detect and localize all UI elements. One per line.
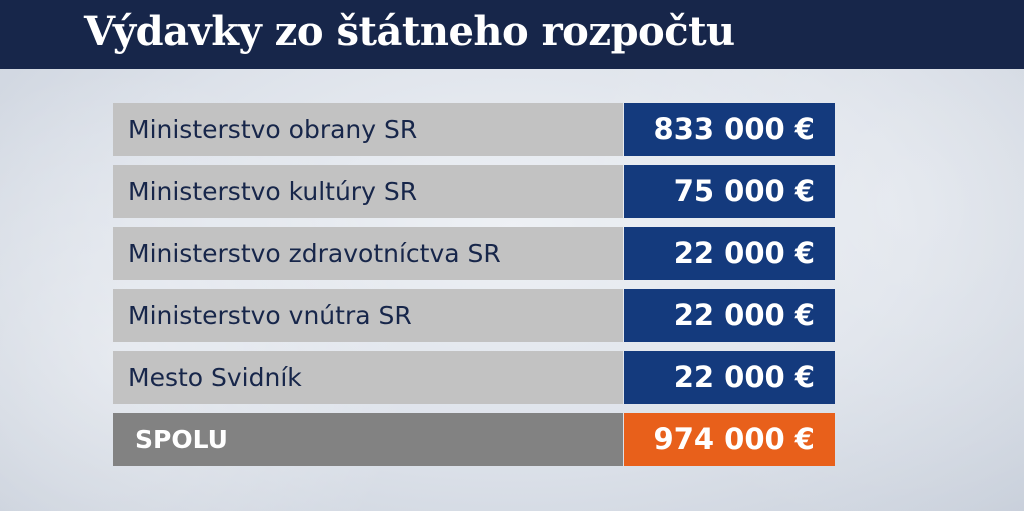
- row-label: Ministerstvo kultúry SR: [128, 177, 418, 206]
- budget-table: Ministerstvo obrany SR 833 000 € Ministe…: [113, 103, 835, 475]
- row-label: Mesto Svidník: [128, 363, 302, 392]
- row-value: 22 000 €: [673, 360, 815, 394]
- row-value-cell: 22 000 €: [624, 227, 835, 280]
- row-label: Ministerstvo vnútra SR: [128, 301, 412, 330]
- title-bar: Výdavky zo štátneho rozpočtu: [0, 0, 1024, 69]
- table-row: Ministerstvo vnútra SR 22 000 €: [113, 289, 835, 342]
- page-title: Výdavky zo štátneho rozpočtu: [84, 8, 735, 55]
- row-value-cell: 833 000 €: [624, 103, 835, 156]
- row-value-cell: 75 000 €: [624, 165, 835, 218]
- total-label-cell: SPOLU: [113, 413, 623, 466]
- total-label: SPOLU: [135, 425, 228, 454]
- row-value: 22 000 €: [673, 298, 815, 332]
- row-label-cell: Ministerstvo zdravotníctva SR: [113, 227, 623, 280]
- row-label: Ministerstvo obrany SR: [128, 115, 418, 144]
- row-label: Ministerstvo zdravotníctva SR: [128, 239, 501, 268]
- table-row: Ministerstvo kultúry SR 75 000 €: [113, 165, 835, 218]
- table-row: Ministerstvo zdravotníctva SR 22 000 €: [113, 227, 835, 280]
- row-label-cell: Ministerstvo obrany SR: [113, 103, 623, 156]
- total-value-cell: 974 000 €: [624, 413, 835, 466]
- row-label-cell: Mesto Svidník: [113, 351, 623, 404]
- total-value: 974 000 €: [653, 422, 815, 456]
- row-value: 833 000 €: [653, 112, 815, 146]
- row-value-cell: 22 000 €: [624, 289, 835, 342]
- row-value: 75 000 €: [673, 174, 815, 208]
- row-label-cell: Ministerstvo vnútra SR: [113, 289, 623, 342]
- total-row: SPOLU 974 000 €: [113, 413, 835, 466]
- row-label-cell: Ministerstvo kultúry SR: [113, 165, 623, 218]
- table-row: Mesto Svidník 22 000 €: [113, 351, 835, 404]
- row-value-cell: 22 000 €: [624, 351, 835, 404]
- table-row: Ministerstvo obrany SR 833 000 €: [113, 103, 835, 156]
- row-value: 22 000 €: [673, 236, 815, 270]
